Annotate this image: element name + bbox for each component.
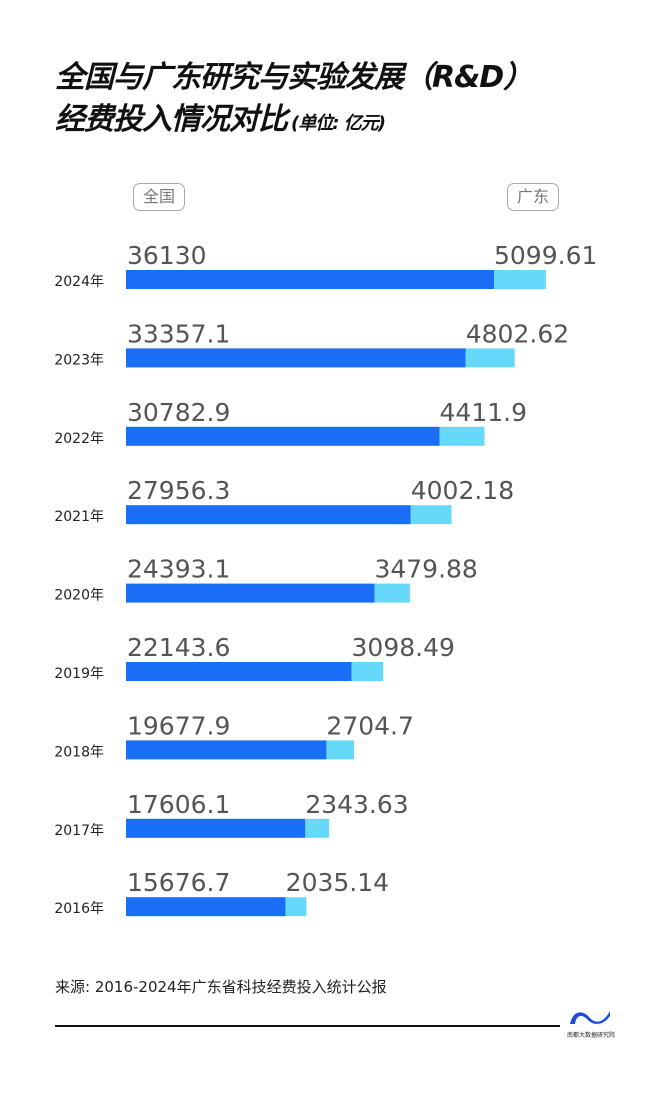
value-label-guangdong: 4802.62 [466, 319, 569, 348]
bar-guangdong [305, 818, 330, 838]
title-line-2: 经费投入情况对比 (单位: 亿元) [55, 94, 386, 138]
year-label: 2018年 [54, 744, 104, 760]
value-label-national: 22143.6 [127, 633, 230, 662]
bar-national [126, 662, 352, 681]
bar-national [126, 505, 411, 525]
year-label: 2024年 [54, 274, 104, 290]
unit-label: (单位: 亿元) [291, 113, 386, 134]
bar-guangdong [374, 583, 410, 603]
value-label-national: 27956.3 [127, 476, 230, 505]
value-label-national: 17606.1 [127, 790, 230, 819]
value-label-guangdong: 2035.14 [286, 868, 389, 897]
divider [55, 1025, 560, 1027]
year-label: 2016年 [54, 901, 104, 917]
legend-national: 全国 [133, 183, 186, 211]
year-label: 2017年 [54, 823, 104, 839]
bar-guangdong [494, 270, 546, 289]
value-label-national: 33357.1 [127, 319, 230, 348]
year-label: 2020年 [54, 588, 104, 604]
bar-national [126, 348, 466, 368]
value-label-national: 24393.1 [127, 555, 230, 584]
title-line-2-text: 经费投入情况对比 [55, 102, 288, 137]
value-label-national: 15676.7 [127, 868, 230, 897]
bar-guangdong [439, 426, 485, 446]
year-label: 2021年 [54, 509, 104, 525]
bar-national [126, 897, 286, 917]
value-label-national: 30782.9 [127, 398, 230, 427]
value-label-guangdong: 2343.63 [305, 790, 408, 819]
bar-guangdong [351, 662, 384, 681]
year-label: 2019年 [54, 666, 104, 682]
source-note: 来源: 2016-2024年广东省科技经费投入统计公报 [55, 978, 387, 996]
legend-guangdong: 广东 [507, 183, 560, 211]
bar-guangdong [285, 897, 307, 917]
value-label-guangdong: 3098.49 [352, 633, 455, 662]
value-label-guangdong: 4411.9 [440, 398, 527, 427]
bar-national [126, 426, 440, 446]
bar-guangdong [326, 740, 354, 760]
bar-national [126, 740, 327, 760]
value-label-guangdong: 4002.18 [411, 476, 514, 505]
logo-text: 南都大数据研究院 [567, 1032, 616, 1039]
bar-national [126, 270, 494, 289]
logo-wave-icon [570, 1011, 610, 1024]
year-label: 2022年 [54, 431, 104, 447]
bar-guangdong [465, 348, 515, 368]
title-line-1: 全国与广东研究与实验发展（R&D） [55, 60, 533, 95]
value-label-national: 19677.9 [127, 711, 230, 740]
logo: 南都大数据研究院 [567, 1008, 617, 1039]
value-label-guangdong: 2704.7 [326, 711, 413, 740]
value-label-national: 36130 [127, 241, 207, 270]
bar-national [126, 818, 306, 838]
bar-guangdong [410, 505, 452, 525]
year-label: 2023年 [54, 352, 104, 368]
value-label-guangdong: 3479.88 [374, 555, 477, 584]
bar-national [126, 583, 375, 603]
value-label-guangdong: 5099.61 [494, 241, 597, 270]
